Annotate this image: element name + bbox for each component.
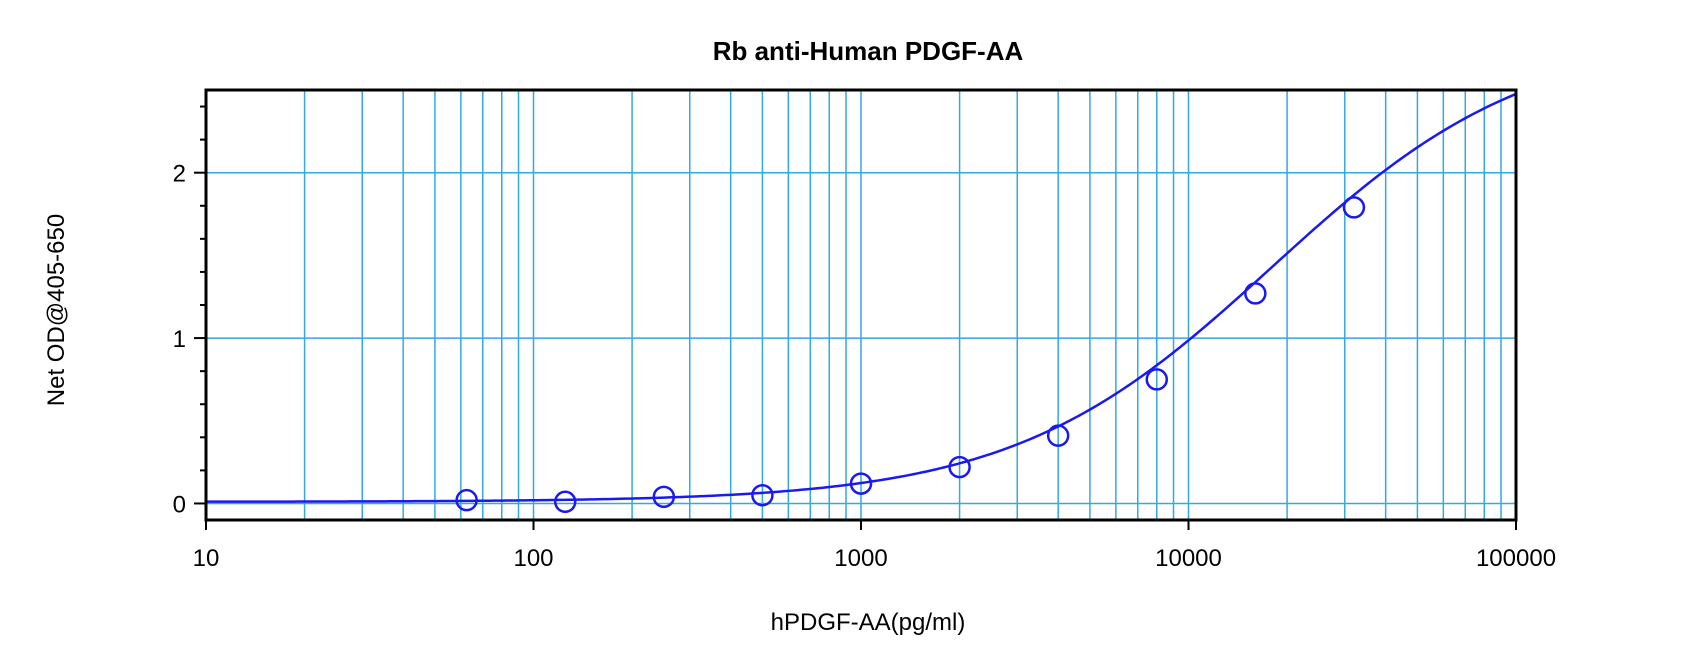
data-point [948, 455, 971, 479]
data-point [1145, 368, 1169, 391]
y-axis-label: Net OD@405-650 [43, 214, 70, 406]
data-point [652, 485, 676, 509]
data-point [1046, 424, 1070, 447]
y-tick-label: 2 [173, 161, 186, 188]
x-tick-label: 1000 [834, 545, 887, 572]
y-tick-label: 0 [173, 491, 186, 518]
data-points [455, 196, 1366, 514]
x-tick-label: 100000 [1476, 545, 1556, 572]
data-point [1244, 282, 1267, 305]
y-tick-label: 1 [173, 326, 186, 353]
grid-lines [206, 90, 1516, 520]
fit-curve [206, 92, 1517, 503]
data-point [849, 472, 873, 495]
axis-ticks [194, 105, 1517, 530]
data-point [553, 490, 577, 514]
fit-curve-group [206, 92, 1517, 503]
data-point [751, 483, 774, 507]
chart-title: Rb anti-Human PDGF-AA [713, 36, 1024, 66]
data-point [1342, 196, 1366, 219]
data-point [455, 488, 478, 512]
x-tick-label: 10000 [1155, 545, 1222, 572]
x-tick-label: 10 [193, 545, 220, 572]
x-axis-label: hPDGF-AA(pg/ml) [771, 609, 966, 636]
x-tick-label: 100 [513, 545, 553, 572]
tick-labels: 10 100 1000 10000 100000 0 1 2 [173, 161, 1556, 572]
